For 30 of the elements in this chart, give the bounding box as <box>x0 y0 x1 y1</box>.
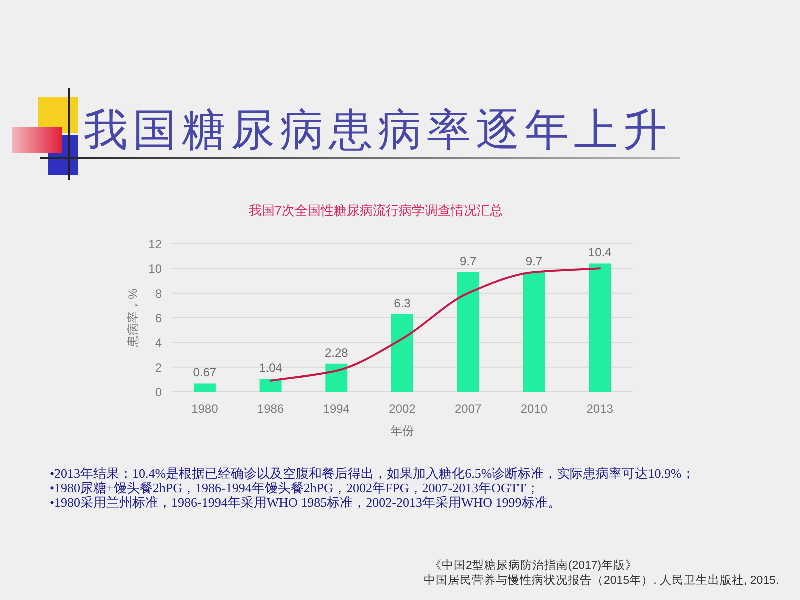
ytick: 12 <box>148 238 162 252</box>
ylabel: 患病率，% <box>126 288 140 348</box>
ytick: 6 <box>155 312 162 326</box>
xtick: 1994 <box>323 402 350 416</box>
xtick: 2013 <box>586 402 614 416</box>
ytick: 10 <box>148 262 162 276</box>
xlabel: 年份 <box>390 424 414 438</box>
source: 《中国2型糖尿病防治指南(2017)年版》 <box>430 560 638 572</box>
xtick: 2007 <box>455 402 482 416</box>
value-label: 6.3 <box>394 296 411 310</box>
value-label: 9.7 <box>460 254 477 268</box>
title: 我国糖尿病患病率逐年上升 <box>84 106 672 155</box>
subtitle: 我国7次全国性糖尿病流行病学调查情况汇总 <box>248 203 504 218</box>
value-label: 10.4 <box>588 246 612 260</box>
ytick: 2 <box>155 360 162 375</box>
value-label: 0.67 <box>193 366 217 380</box>
value-label: 9.7 <box>526 254 543 268</box>
value-label: 1.04 <box>259 361 282 376</box>
note: •1980采用兰州标准，1986-1994年采用WHO 1985标准，2002-2013年采用WHO 1999标准。 <box>50 495 561 510</box>
note: •2013年结果：10.4%是根据已经确诊以及空腹和餐后得出，如果加入糖化6.5%诊断标准，实际患病率可达10.9%； <box>50 466 695 481</box>
note: •1980尿糖+馒头餐2hPG，1986-1994年馒头餐2hPG，2002年FPG，2007-2013年OGTT； <box>50 480 540 496</box>
xtick: 1986 <box>257 402 284 416</box>
xtick: 2002 <box>389 402 416 416</box>
xtick: 2010 <box>520 402 548 416</box>
xtick: 1980 <box>192 402 218 416</box>
value-label: 2.28 <box>324 346 348 360</box>
ytick: 8 <box>155 286 162 301</box>
ytick: 4 <box>155 336 162 350</box>
ytick: 0 <box>155 386 162 400</box>
source: 中国居民营养与慢性病状况报告（2015年）. 人民卫生出版社, 2015. <box>424 575 780 587</box>
